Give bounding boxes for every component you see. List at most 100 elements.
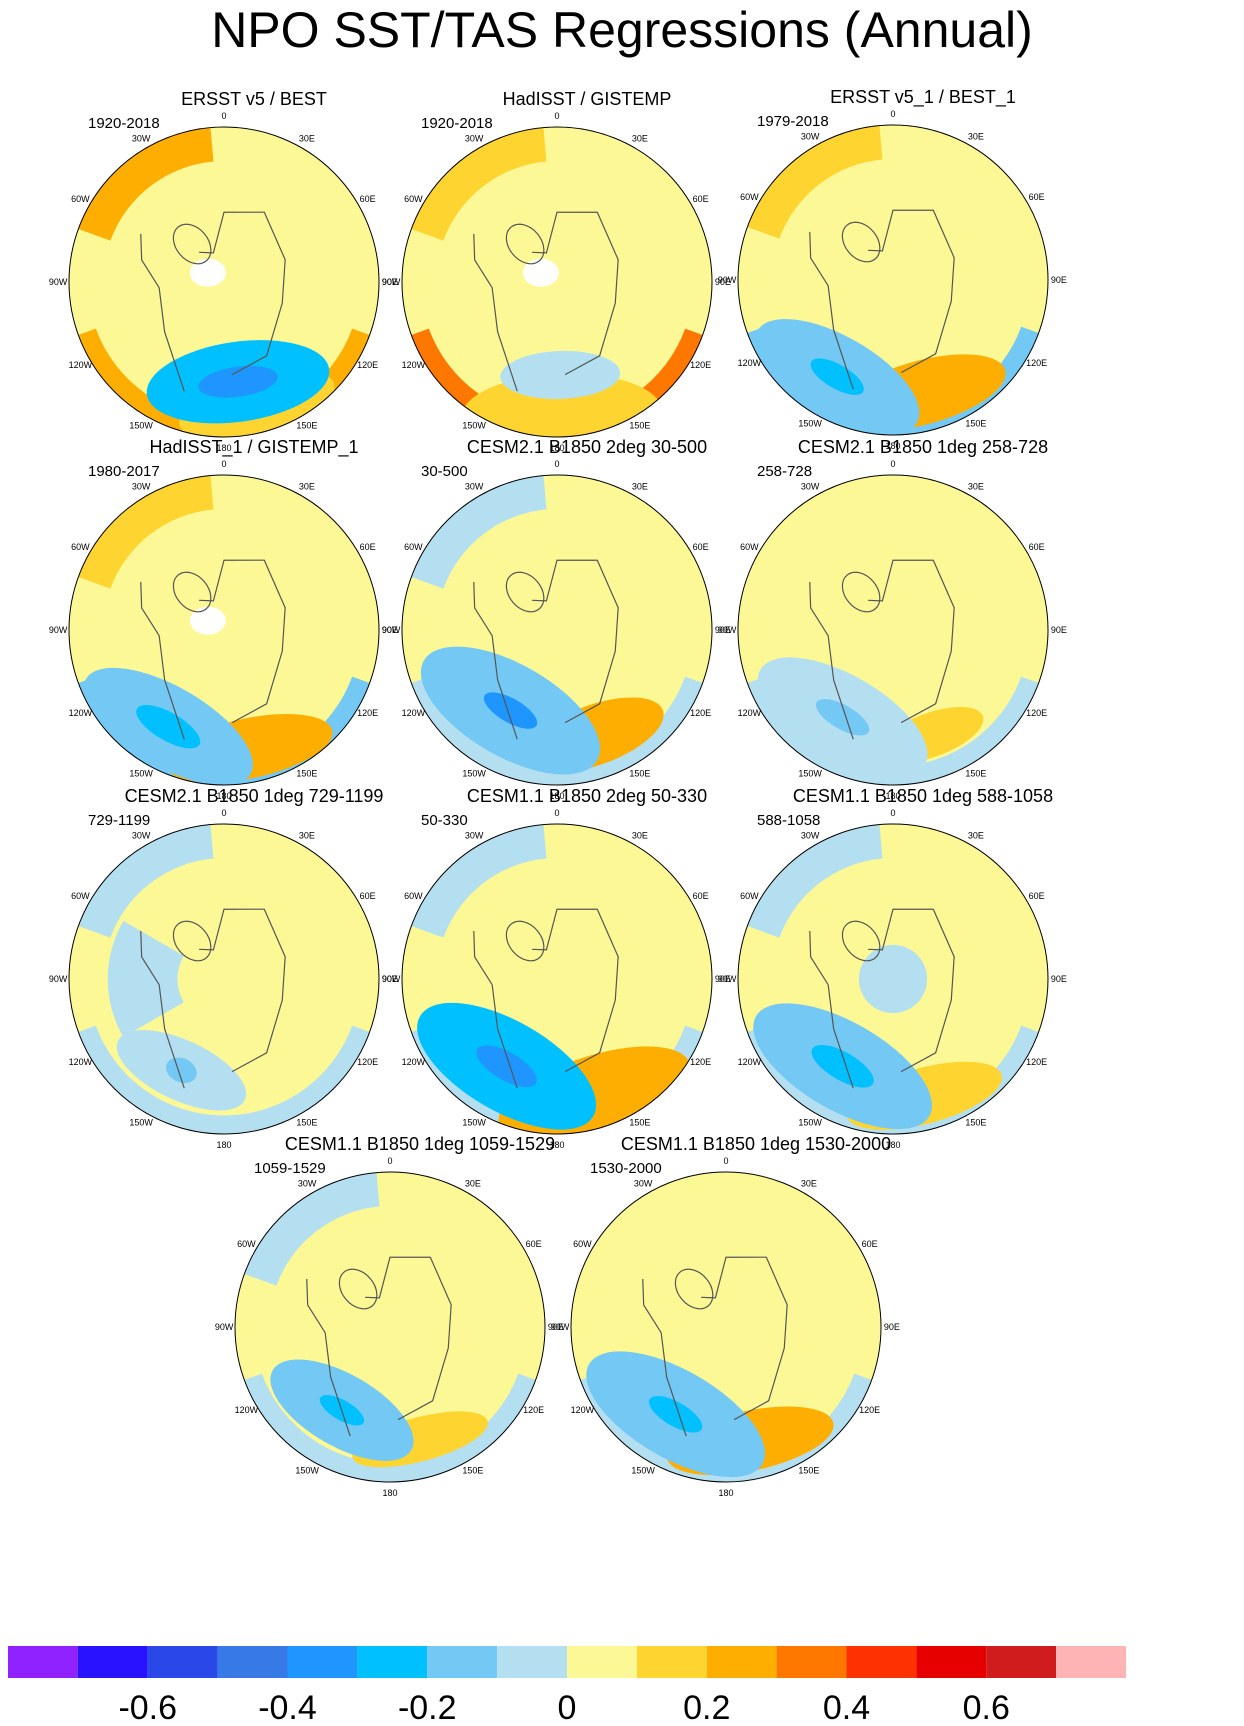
longitude-label: 120W (69, 360, 93, 370)
colorbar-swatch (567, 1646, 637, 1678)
map-fill (69, 824, 379, 1134)
longitude-label: 180 (885, 1140, 900, 1150)
longitude-label: 60W (404, 542, 423, 552)
longitude-label: 120E (690, 1057, 711, 1067)
north-america-coast (642, 1278, 687, 1437)
longitude-label: 180 (549, 1140, 564, 1150)
panel-title: CESM2.1 B1850 1deg 258-728 (797, 437, 1049, 457)
coastlines (809, 908, 955, 1089)
longitude-label: 150W (798, 1118, 822, 1128)
longitude-label: 0 (387, 1156, 392, 1166)
arctic-anomaly (858, 944, 928, 1014)
colorbar-swatch (706, 1646, 777, 1678)
colorbar-tick-label: 0.6 (963, 1689, 1010, 1726)
period-label: 588-1058 (757, 812, 820, 829)
longitude-label: 150W (295, 1466, 319, 1476)
panel-title: HadISST / GISTEMP (502, 89, 672, 109)
eurasia-anomaly (230, 869, 336, 1018)
map-border (401, 823, 713, 1135)
longitude-label: 30E (632, 133, 648, 143)
polar-map: 50-330 180 150E 120E 90E 60E 30E 0 30W 60W 90W 120W… (382, 808, 731, 1150)
colorbar-swatch (357, 1646, 428, 1678)
pacific-rim-band (747, 676, 1039, 785)
longitude-label: 150W (462, 1118, 486, 1128)
longitude-label: 180 (718, 1488, 733, 1498)
arctic-anomaly (189, 944, 259, 1014)
longitude-label: 150E (965, 419, 986, 429)
longitude-label: 150W (129, 421, 153, 431)
longitude-label: 120E (690, 708, 711, 718)
eurasia-anomaly (732, 1217, 838, 1366)
longitude-label: 150E (965, 769, 986, 779)
colorbar-swatch (427, 1646, 498, 1678)
greenland-coast (505, 223, 545, 265)
coastlines (306, 1256, 452, 1437)
longitude-label: 30E (632, 481, 648, 491)
longitude-label: 60W (71, 542, 90, 552)
npac-negative-core (811, 1044, 874, 1088)
longitude-label: 150W (462, 769, 486, 779)
eurasia-coast (199, 211, 286, 376)
north-america-coast (473, 930, 518, 1089)
longitude-label: 150E (462, 1466, 483, 1476)
longitude-label: 0 (890, 459, 895, 469)
map-fill (69, 127, 379, 437)
longitude-label: 90W (49, 974, 68, 984)
map-fill (571, 1172, 881, 1482)
period-label: 1059-1529 (254, 1160, 326, 1177)
greenland-coast (841, 920, 881, 962)
panel-4: HadISST_1 / GISTEMP_1 1980-2017 180 150E 12… (49, 436, 424, 806)
longitude-label: 0 (723, 1156, 728, 1166)
map-border (68, 126, 380, 438)
polar-map: 1920-2018 180 150E 120E 90E 60E 30E 0 30W 60W 90W 1… (382, 111, 731, 453)
longitude-label: 30E (968, 830, 984, 840)
longitude-label: 150W (798, 419, 822, 429)
panel-9: CESM1.1 B1850 1deg 588-1058 588-1058 180 1… (718, 785, 1093, 1155)
longitude-label: 60W (740, 542, 759, 552)
longitude-label: 90E (382, 974, 398, 984)
eurasia-anomaly (563, 172, 669, 321)
eurasia-coast (199, 559, 286, 724)
atlantic-band (747, 475, 883, 589)
polar-map: 1920-2018 180 150E 120E 90E 60E 30E 0 30W 60W 90W 1… (49, 111, 398, 453)
north-america-coast (140, 233, 185, 392)
north-america-anomaly (440, 223, 517, 341)
north-america-anomaly (776, 221, 853, 339)
eurasia-coast (868, 559, 955, 724)
panel-7: CESM2.1 B1850 1deg 729-1199 729-1199 180 1… (49, 785, 424, 1155)
panel-8: CESM1.1 B1850 2deg 50-330 50-330 180 150E 1… (382, 785, 757, 1155)
map-fill (402, 127, 712, 437)
map-border (570, 1171, 882, 1483)
longitude-label: 150E (965, 1118, 986, 1128)
period-label: 729-1199 (88, 812, 150, 829)
north-america-anomaly (107, 571, 184, 689)
longitude-label: 30W (634, 1178, 653, 1188)
longitude-label: 180 (549, 791, 564, 801)
colorbar-swatch (287, 1646, 358, 1678)
period-label: 1979-2018 (757, 113, 829, 130)
arctic-anomaly (355, 1292, 425, 1362)
longitude-label: 90W (382, 974, 401, 984)
longitude-label: 180 (885, 441, 900, 451)
panel-title: CESM2.1 B1850 1deg 729-1199 (124, 786, 384, 806)
map-fill (69, 475, 379, 785)
longitude-label: 30W (465, 481, 484, 491)
longitude-label: 60E (693, 194, 709, 204)
polar-map: 1059-1529 180 150E 120E 90E 60E 30E 0 30W 60W 90W 1… (215, 1156, 564, 1498)
panel-5: CESM2.1 B1850 2deg 30-500 30-500 180 150E 1… (382, 436, 757, 806)
panel-1: ERSST v5 / BEST 1920-2018 180 150E 120E 90E 6… (49, 88, 424, 458)
north-america-anomaly (107, 920, 184, 1038)
colorbar-swatch (916, 1646, 987, 1678)
longitude-label: 150E (629, 421, 650, 431)
coastlines (140, 211, 286, 392)
greenland-coast (841, 571, 881, 613)
longitude-label: 60W (740, 891, 759, 901)
panel-title: ERSST v5 / BEST (181, 89, 327, 109)
longitude-label: 90E (884, 1322, 900, 1332)
longitude-label: 0 (221, 111, 226, 121)
polar-map: 729-1199 180 150E 120E 90E 60E 30E 0 30W 60W 90W 12… (49, 808, 398, 1150)
colorbar-swatch (77, 1646, 148, 1678)
longitude-label: 150W (462, 421, 486, 431)
eurasia-anomaly (899, 520, 1005, 669)
longitude-label: 120W (738, 358, 762, 368)
